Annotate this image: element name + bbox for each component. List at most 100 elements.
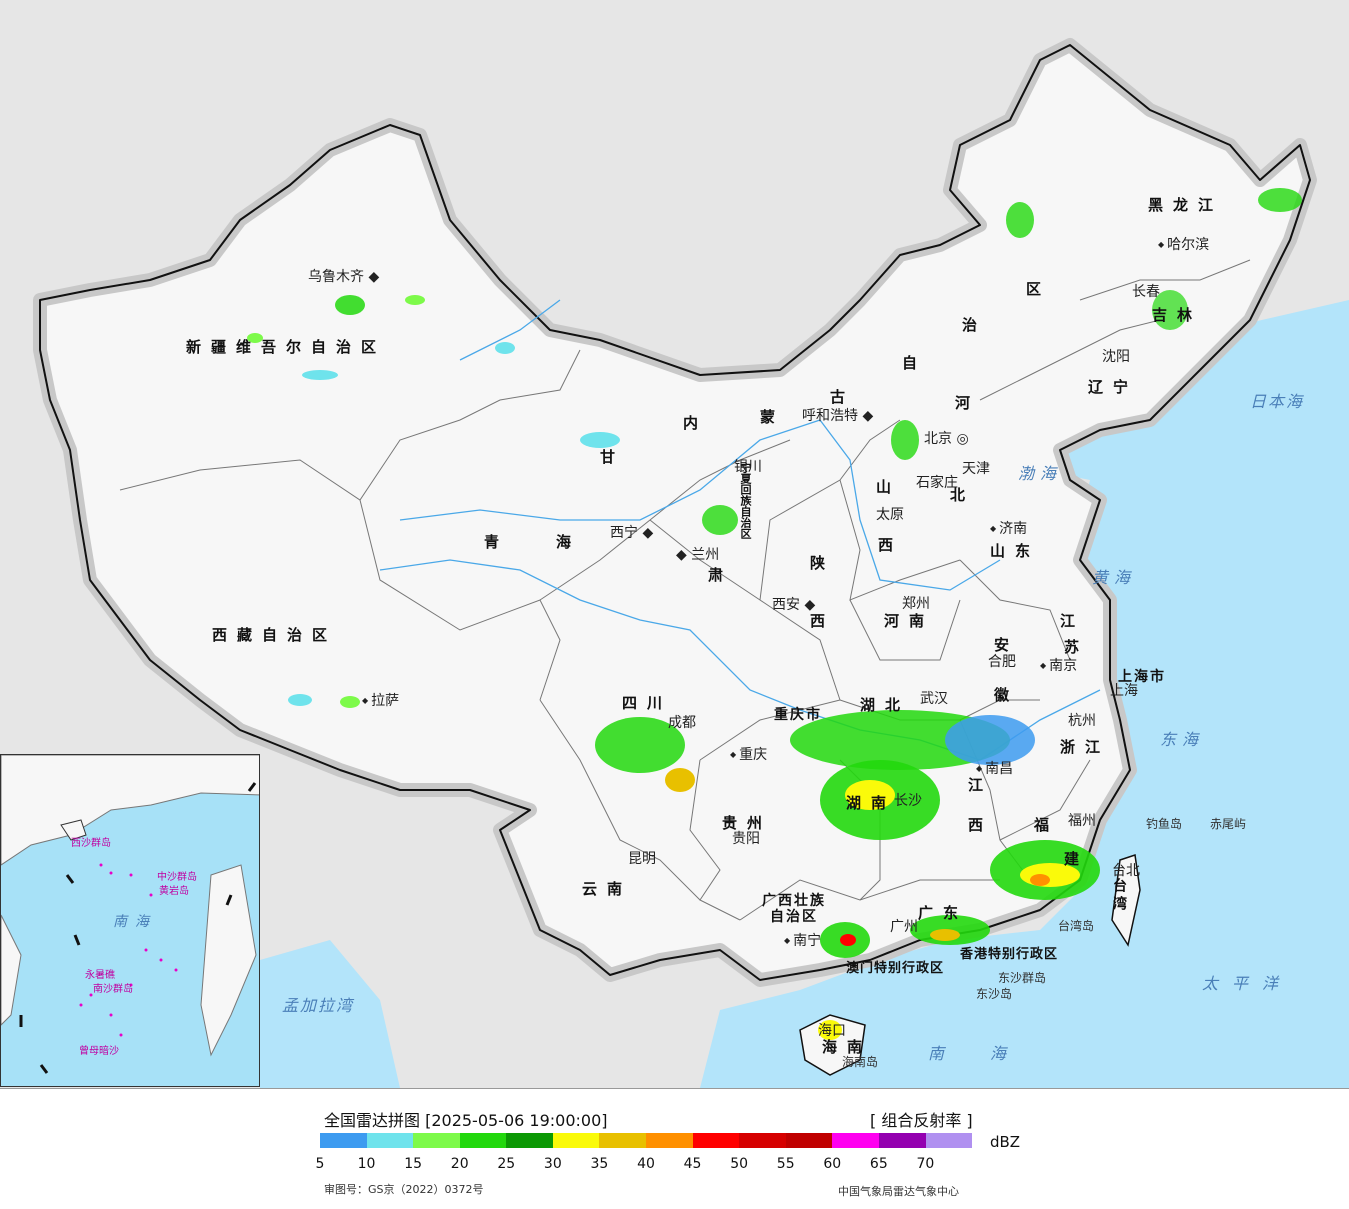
national-border <box>39 44 1311 981</box>
province-jiangxi-2: 西 <box>968 816 994 834</box>
inset-yongshu: 永暑礁 <box>85 970 115 981</box>
city-lhasa: 拉萨 <box>362 694 399 708</box>
province-hebei-2: 北 <box>950 486 976 504</box>
scale-tick-label: 55 <box>776 1156 795 1172</box>
city-xian: 西安 ◆ <box>772 597 816 613</box>
bay-of-bengal <box>260 940 400 1088</box>
province-guizhou: 贵州 <box>722 814 773 832</box>
city-beijing: 北京 ◎ <box>924 431 969 447</box>
scale-tick-label: 15 <box>404 1156 423 1172</box>
city-nanjing: 南京 <box>1040 659 1077 673</box>
city-fuzhou: 福州 <box>1068 813 1096 829</box>
hainan-island <box>799 1014 866 1076</box>
province-anhui-1: 安 <box>994 636 1020 654</box>
scale-tick-label: 30 <box>543 1156 562 1172</box>
scale-swatch <box>413 1133 460 1148</box>
sea-area <box>700 300 1349 1088</box>
province-xinjiang: 新疆维吾尔自治区 <box>186 338 387 356</box>
island-chiwei: 赤尾屿 <box>1210 817 1247 831</box>
island-diaoyu: 钓鱼岛 <box>1146 817 1183 831</box>
city-guiyang: 贵阳 <box>732 831 760 847</box>
city-changsha: 长沙 <box>894 793 922 809</box>
sea-bohai: 渤海 <box>1018 464 1063 483</box>
sea-ribenhai: 日本海 <box>1250 392 1305 411</box>
scale-tick-label: 70 <box>916 1156 935 1172</box>
scale-swatch <box>925 1133 973 1148</box>
city-yinchuan: 银川 <box>734 459 762 475</box>
province-taiwan: 台湾 <box>1111 878 1127 914</box>
province-hebei-1: 河 <box>955 394 981 412</box>
province-ningxia: 宁夏回族自治区 <box>739 462 752 539</box>
city-tianjin: 天津 <box>962 461 990 477</box>
city-taiyuan: 太原 <box>876 507 904 523</box>
province-xizang: 西藏自治区 <box>212 626 338 644</box>
province-yunnan: 云南 <box>582 880 633 898</box>
province-hainan: 海南 <box>822 1038 873 1056</box>
province-jiangsu-1: 江 <box>1060 612 1086 630</box>
province-nmg-3: 古 <box>830 388 856 406</box>
scale-swatch <box>646 1133 693 1148</box>
inset-graphics <box>1 755 259 1074</box>
city-nanchang: 南昌 <box>976 762 1013 776</box>
inset-huangyan: 黄岩岛 <box>159 886 189 897</box>
inset-zengmu: 曾母暗沙 <box>79 1046 119 1057</box>
city-chengdu: 成都 <box>668 715 696 731</box>
province-nmg-4: 自 <box>902 354 928 372</box>
radar-echoes <box>247 188 1302 1040</box>
legend-unit: dBZ <box>990 1133 1021 1151</box>
city-urumqi: 乌鲁木齐 ◆ <box>308 269 380 285</box>
legend-title: 全国雷达拼图 [2025-05-06 19:00:00] <box>324 1111 608 1130</box>
province-heilongjiang: 黑龙江 <box>1148 196 1224 214</box>
province-gansu-1: 甘 <box>600 448 626 466</box>
province-hunan: 湖南 <box>846 794 897 812</box>
province-qinghai-1: 青 <box>484 533 510 551</box>
province-zhejiang: 浙江 <box>1060 738 1111 756</box>
region-macau: 澳门特别行政区 <box>846 961 945 976</box>
scale-swatch <box>832 1133 879 1148</box>
scale-swatch <box>599 1133 647 1148</box>
city-wuhan: 武汉 <box>920 691 948 707</box>
map-graphics <box>33 38 1349 1088</box>
city-guangzhou: 广州 <box>890 919 918 935</box>
city-nanning: 南宁 <box>784 934 821 948</box>
region-hong-kong: 香港特别行政区 <box>960 947 1059 962</box>
city-shanghai: 上海 <box>1110 683 1138 699</box>
radar-map: 新疆维吾尔自治区 西藏自治区 青 海 甘 肃 内 蒙 古 自 治 区 黑龙江 吉… <box>0 0 1349 1088</box>
inset-nanhai: 南海 <box>113 914 157 930</box>
city-xining: 西宁 ◆ <box>610 525 654 541</box>
province-shaanxi-1: 陕 <box>810 554 836 572</box>
scale-swatch <box>552 1133 600 1148</box>
scale-tick-label: 40 <box>637 1156 655 1172</box>
island-hainan: 海南岛 <box>842 1055 879 1069</box>
scale-tick-label: 10 <box>357 1156 376 1172</box>
scale-tick-label: 25 <box>497 1156 516 1172</box>
city-hefei: 合肥 <box>988 654 1016 670</box>
city-chongqing: 重庆 <box>730 748 767 762</box>
scale-swatch <box>459 1133 507 1148</box>
scale-swatch <box>506 1133 553 1148</box>
scale-swatch <box>692 1133 740 1148</box>
city-huhehaote: 呼和浩特 ◆ <box>802 408 874 424</box>
province-anhui-2: 徽 <box>994 686 1020 704</box>
province-nmg-5: 治 <box>962 316 988 334</box>
inset-xisha: 西沙群岛 <box>71 838 111 849</box>
scale-swatch <box>320 1133 367 1148</box>
scale-tick-label: 35 <box>590 1156 609 1172</box>
province-nmg-2: 蒙 <box>760 408 786 426</box>
city-changchun: 长春 <box>1132 284 1160 300</box>
province-shanxi-2: 西 <box>878 536 904 554</box>
province-jilin: 吉林 <box>1152 306 1203 324</box>
scale-swatch <box>878 1133 926 1148</box>
city-shenyang: 沈阳 <box>1102 349 1130 365</box>
province-chongqing: 重庆市 <box>774 707 822 723</box>
island-dongsha-dao: 东沙岛 <box>976 987 1013 1001</box>
province-nmg-1: 内 <box>683 414 709 432</box>
inset-nansha: 南沙群岛 <box>93 984 133 995</box>
scale-tick-label: 5 <box>315 1156 325 1172</box>
city-haikou: 海口 <box>818 1023 846 1039</box>
city-taibei: 台北 <box>1112 863 1140 879</box>
city-jinan: 济南 <box>990 522 1027 536</box>
inset-zhongsha: 中沙群岛 <box>157 872 197 883</box>
sea-mengjialawan: 孟加拉湾 <box>282 996 355 1015</box>
scale-tick-label: 50 <box>730 1156 749 1172</box>
